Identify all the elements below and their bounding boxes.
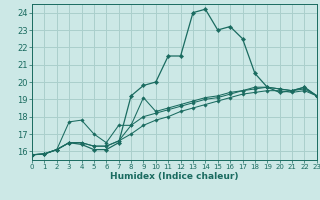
X-axis label: Humidex (Indice chaleur): Humidex (Indice chaleur) xyxy=(110,172,239,181)
